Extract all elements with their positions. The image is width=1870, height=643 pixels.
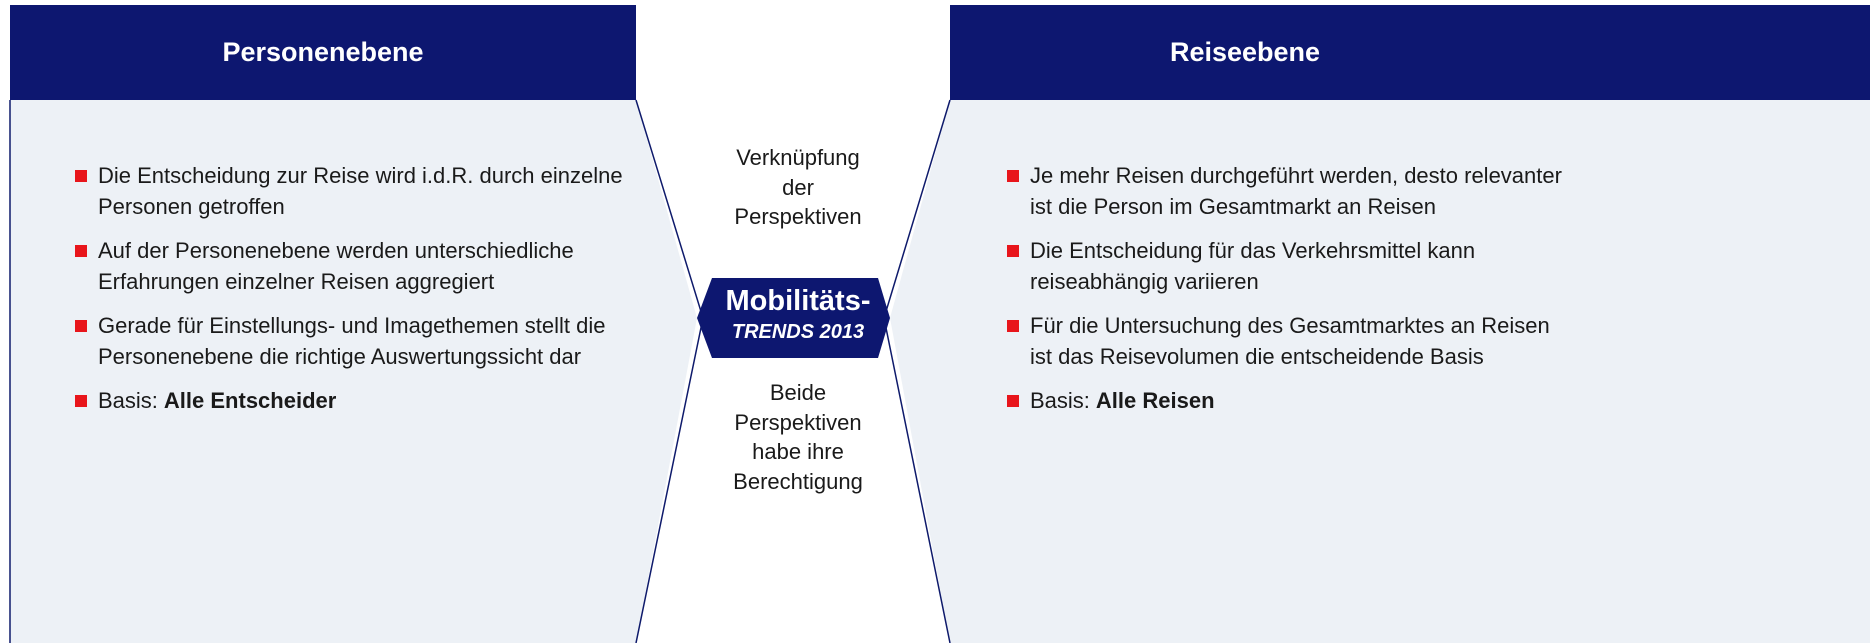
- right-title: Reiseebene: [1169, 37, 1321, 67]
- logo-line1: Mobilitäts-: [725, 285, 871, 317]
- basis-bold: Alle Entscheider: [163, 388, 337, 413]
- basis-prefix: Basis:: [98, 388, 158, 413]
- bullet: Je mehr Reisen durchgeführt werden, dest…: [1007, 160, 1562, 222]
- basis-bold: Alle Reisen: [1095, 388, 1215, 413]
- center-line: Perspektiven: [734, 409, 862, 435]
- right-header: [950, 5, 1870, 100]
- basis-bullet: Basis: Alle Reisen: [1007, 385, 1562, 416]
- center-line: Perspektiven: [734, 204, 862, 229]
- left-bullets: Die Entscheidung zur Reise wird i.d.R. d…: [75, 160, 640, 429]
- basis-bullet: Basis: Alle Entscheider: [75, 385, 640, 416]
- basis-prefix: Basis:: [1030, 388, 1090, 413]
- bullet: Auf der Personenebene werden unterschied…: [75, 235, 640, 297]
- bullet: Gerade für Einstellungs- und Imagethemen…: [75, 310, 640, 372]
- logo-line2: TRENDS 2013: [731, 321, 865, 343]
- center-line: der: [782, 174, 814, 200]
- left-header: [10, 5, 636, 100]
- center-bottom-text: Beide Perspektiven habe ihre Berechtigung: [698, 378, 898, 496]
- center-top-text: Verknüpfung der Perspektiven: [698, 143, 898, 232]
- bullet: Für die Untersuchung des Gesamtmarktes a…: [1007, 310, 1562, 372]
- center-line: Beide: [769, 380, 827, 405]
- center-line: Verknüpfung: [736, 145, 860, 170]
- logo: Mobilitäts- TRENDS 2013: [698, 284, 898, 346]
- bullet: Die Entscheidung für das Verkehrsmittel …: [1007, 235, 1562, 297]
- right-bullets: Je mehr Reisen durchgeführt werden, dest…: [1007, 160, 1562, 429]
- logo-box: [697, 278, 890, 358]
- left-panel-body: [10, 100, 697, 643]
- bullet: Die Entscheidung zur Reise wird i.d.R. d…: [75, 160, 640, 222]
- right-panel-body: [890, 100, 1870, 643]
- center-line: habe ihre: [752, 439, 844, 464]
- left-title: Personenebene: [222, 37, 424, 67]
- center-line: Berechtigung: [733, 468, 863, 494]
